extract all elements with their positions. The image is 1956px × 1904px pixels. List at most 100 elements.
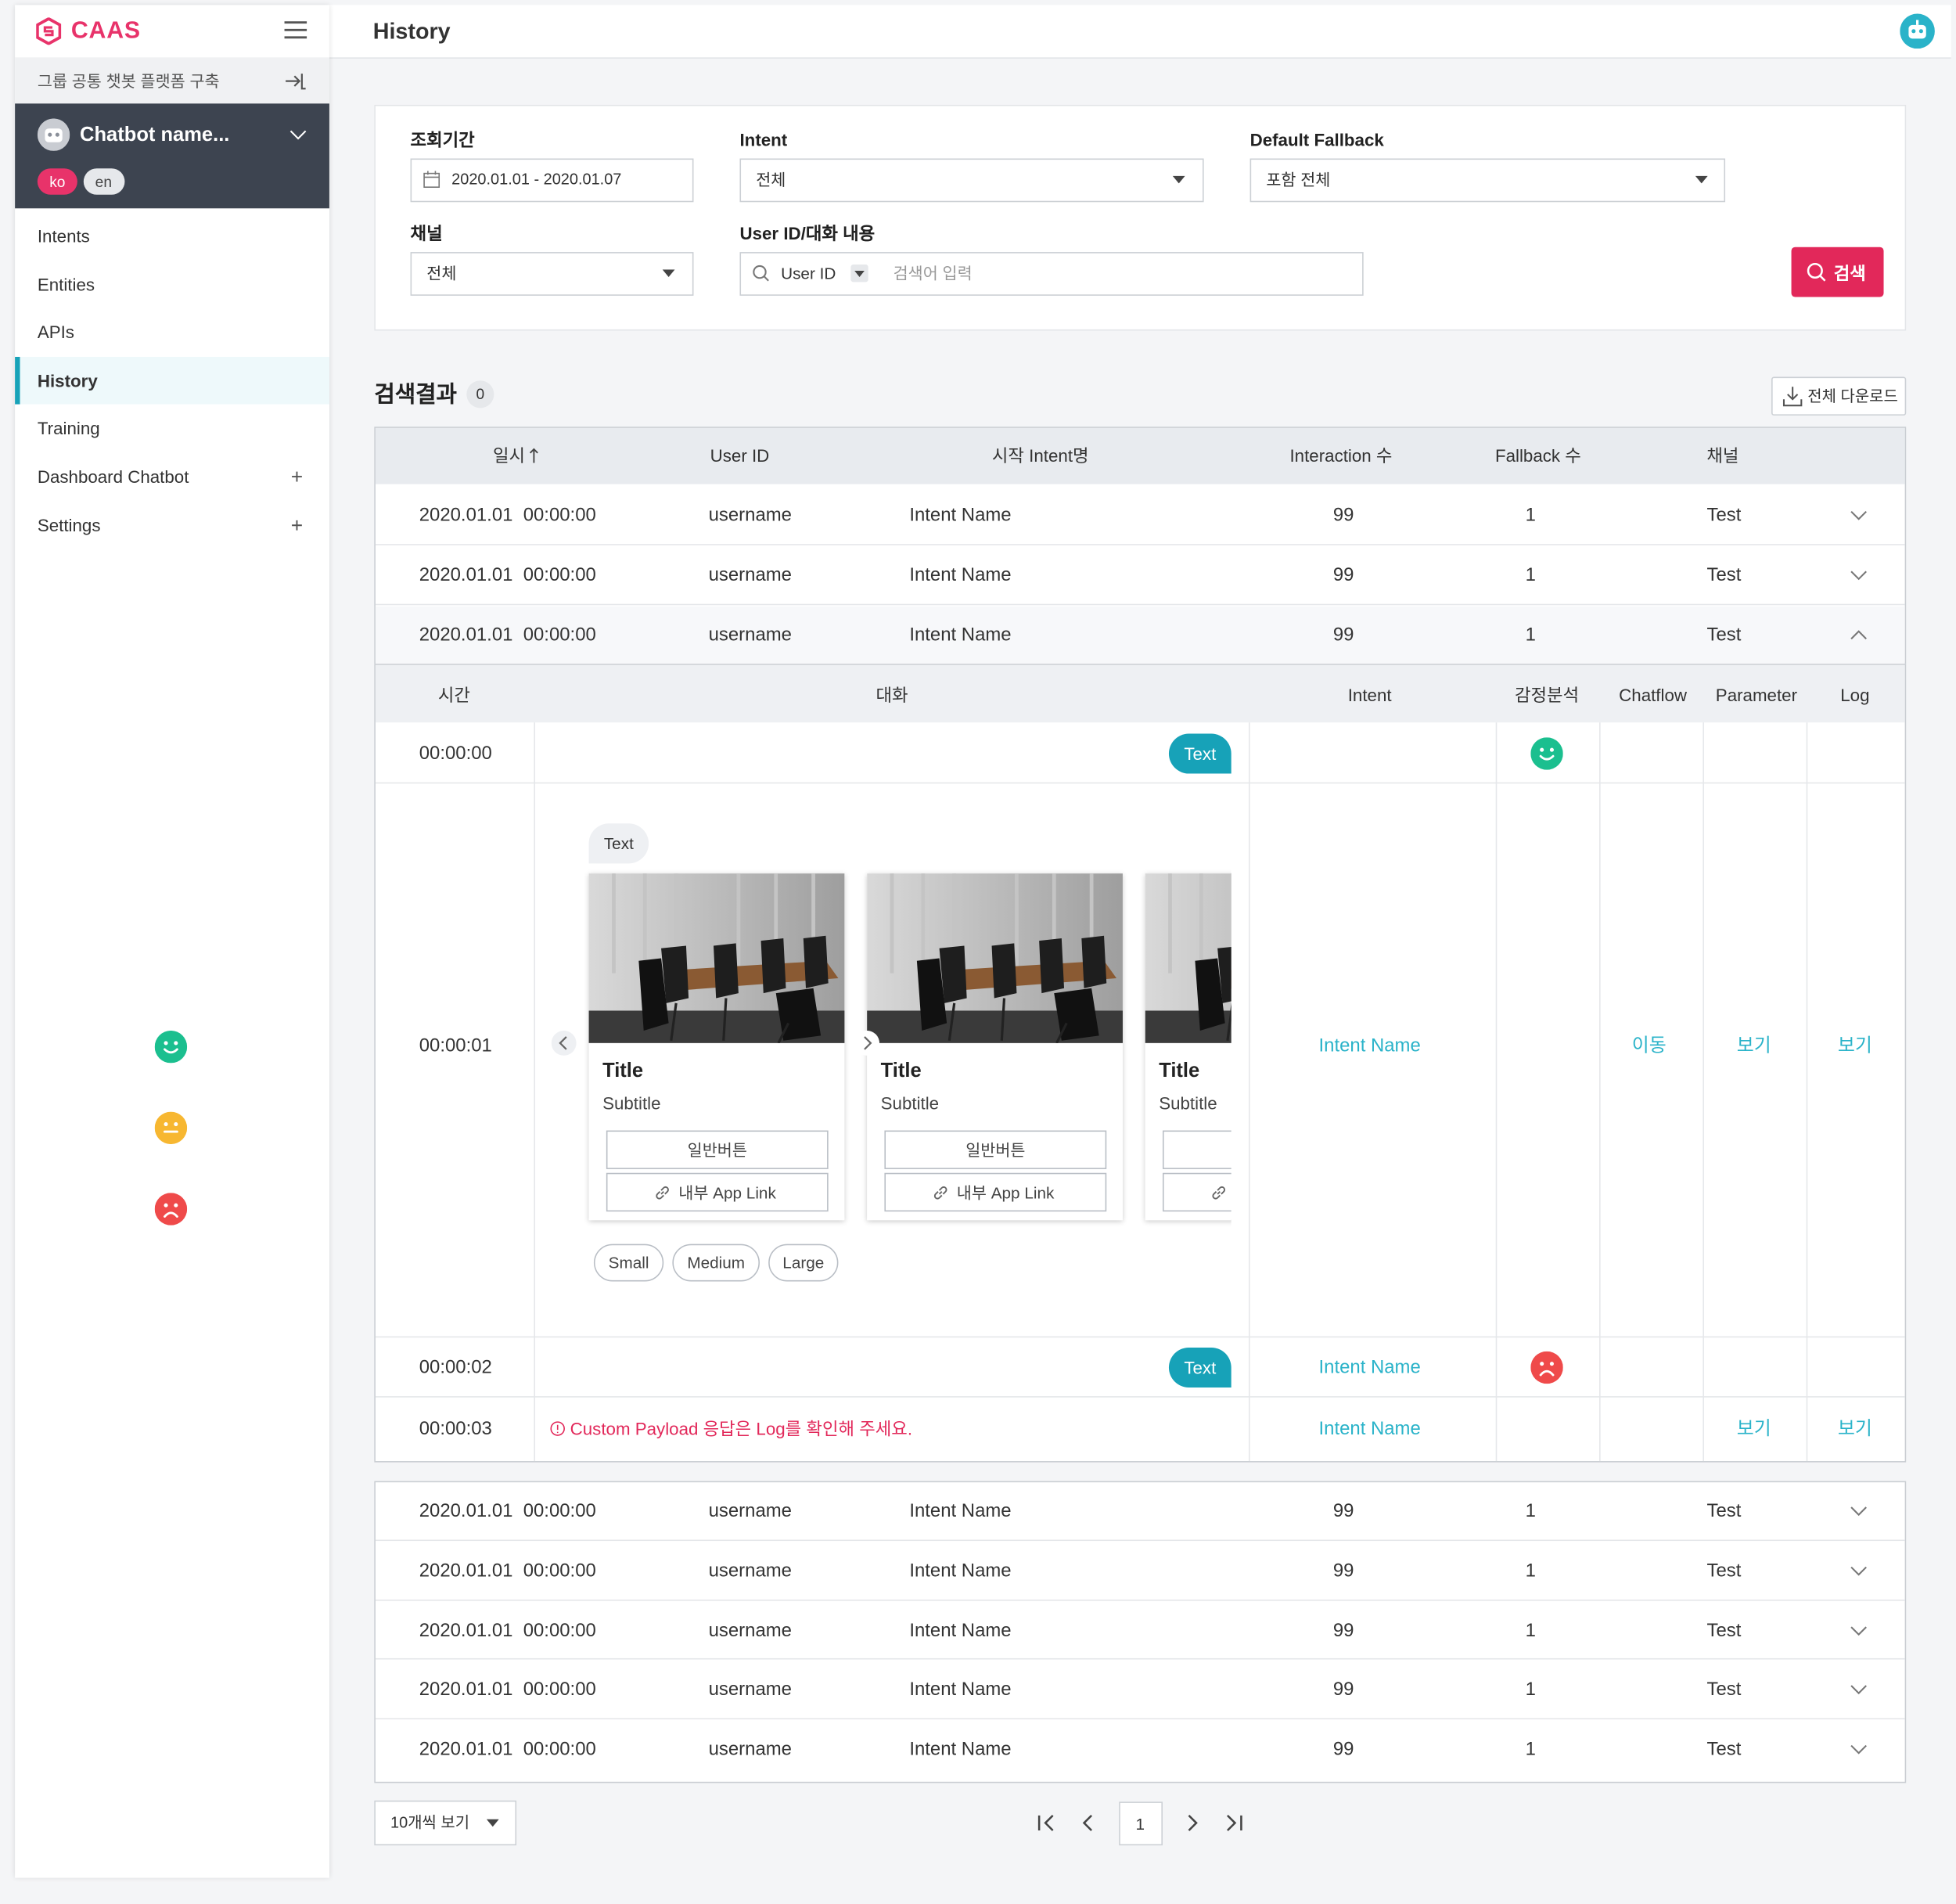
quick-reply-label[interactable]: Small [608, 1253, 649, 1272]
search-button-label[interactable]: 검색 [1833, 263, 1866, 283]
quick-reply[interactable] [768, 1244, 839, 1282]
card-button[interactable] [606, 1172, 829, 1212]
sidebar [15, 5, 329, 1878]
row-divider [375, 1539, 1905, 1542]
link[interactable]: Intent Name [1318, 1418, 1421, 1440]
language-label[interactable]: en [95, 173, 112, 191]
menu-item[interactable]: APIs [37, 322, 74, 343]
menu-item[interactable]: History [37, 370, 98, 391]
link-icon [1210, 1184, 1228, 1201]
menu-expand[interactable] [290, 470, 303, 483]
chevron-down[interactable] [1850, 1566, 1867, 1576]
sort-icon[interactable] [529, 448, 539, 463]
card-button[interactable] [1162, 1130, 1231, 1169]
chevron-down[interactable] [1850, 1506, 1867, 1517]
menu-item[interactable]: Settings [37, 514, 101, 535]
chevron-down[interactable] [1850, 1744, 1867, 1755]
current-page[interactable]: 1 [1135, 1815, 1145, 1834]
carousel-next[interactable] [854, 1030, 880, 1056]
chevron-up[interactable] [1850, 630, 1867, 640]
filter-label: 채널 [410, 223, 443, 243]
card-button-label[interactable]: 내부 App Link [956, 1182, 1055, 1202]
link[interactable]: Intent Name [1318, 1356, 1421, 1379]
card-button[interactable] [606, 1130, 829, 1169]
collapse-icon[interactable] [285, 71, 307, 92]
intent-select[interactable] [739, 158, 1204, 203]
chevron-down[interactable] [1850, 570, 1867, 581]
chatbot-name: Chatbot name... [80, 124, 230, 146]
column-header: Interaction 수 [1289, 445, 1393, 466]
carousel-prev[interactable] [551, 1030, 577, 1056]
card-button-label[interactable]: 일반버튼 [965, 1140, 1026, 1160]
channel-select[interactable] [410, 252, 694, 296]
menu-item[interactable]: Intents [37, 225, 90, 247]
date-range-input[interactable] [410, 158, 694, 203]
prev-page[interactable] [1080, 1814, 1095, 1831]
fallback-select[interactable] [1249, 158, 1726, 203]
next-page[interactable] [1185, 1814, 1200, 1831]
cell-datetime: 2020.01.01 00:00:00 [419, 1738, 596, 1760]
chevron-down-svg [1850, 1506, 1867, 1517]
link-icon [653, 1184, 671, 1201]
menu-item[interactable]: Dashboard Chatbot [37, 466, 189, 487]
cell-datetime: 2020.01.01 00:00:00 [419, 504, 596, 527]
quick-reply-label[interactable]: Large [782, 1253, 825, 1272]
table-bottom [374, 1481, 1907, 1783]
cell-datetime: 2020.01.01 00:00:00 [419, 1560, 596, 1582]
menu-expand[interactable] [290, 519, 303, 531]
link[interactable]: 보기 [1736, 1035, 1771, 1056]
menu-item[interactable]: Entities [37, 274, 95, 294]
caret-svg [1172, 175, 1185, 184]
first-page[interactable] [1037, 1814, 1055, 1831]
brand: CAAS [70, 18, 141, 45]
chevron-down[interactable] [1850, 1626, 1867, 1636]
download-icon-svg [1782, 387, 1803, 407]
quick-reply-label[interactable]: Medium [687, 1253, 746, 1272]
download-button[interactable] [1771, 376, 1907, 416]
menu-item[interactable]: Training [37, 418, 100, 439]
bot-bubble [588, 823, 649, 864]
row-divider [375, 1718, 1905, 1720]
sentiment-positive [154, 1030, 188, 1064]
link[interactable]: 보기 [1837, 1035, 1872, 1056]
cell-user: username [708, 624, 792, 646]
card-image-svg [867, 873, 1123, 1043]
chevron-down[interactable] [1850, 1684, 1867, 1695]
quick-reply[interactable] [593, 1244, 664, 1282]
cell-datetime: 2020.01.01 00:00:00 [419, 1679, 596, 1701]
language-label[interactable]: ko [49, 173, 66, 191]
cell-interactions: 99 [1332, 1679, 1354, 1701]
user-bubble [1168, 1347, 1231, 1388]
search-button[interactable] [1791, 247, 1884, 297]
chevron-down[interactable] [289, 130, 307, 140]
cell-intent: Intent Name [909, 564, 1012, 586]
carousel-prev-svg [551, 1030, 577, 1056]
search-placeholder: 검색어 입력 [893, 264, 973, 283]
card-button-label[interactable]: 일반버튼 [687, 1140, 747, 1160]
link[interactable]: 이동 [1631, 1035, 1667, 1056]
page-size-label[interactable]: 10개씩 보기 [390, 1813, 470, 1832]
detail-time: 00:00:02 [419, 1356, 492, 1379]
link[interactable]: Intent Name [1318, 1035, 1421, 1056]
cell-interactions: 99 [1332, 1500, 1354, 1522]
bot-icon[interactable] [1900, 13, 1935, 49]
card-title: Title [880, 1060, 922, 1082]
card-button-label[interactable]: 내부 App Link [678, 1182, 776, 1202]
chevron-down[interactable] [1850, 510, 1867, 520]
card-button[interactable] [884, 1172, 1107, 1212]
user-bubble-text: Text [1184, 1357, 1217, 1378]
results-title: 검색결과 [374, 381, 457, 407]
language-pill[interactable] [83, 168, 125, 195]
last-page[interactable] [1225, 1814, 1242, 1831]
current-page-box[interactable] [1119, 1801, 1163, 1846]
language-pill[interactable] [37, 168, 77, 195]
card: Title Subtitle 일반버튼 내부 App Link [867, 873, 1123, 1221]
column-header: 시작 Intent명 [991, 445, 1089, 466]
link[interactable]: 보기 [1837, 1418, 1872, 1440]
menu-toggle[interactable] [284, 20, 307, 41]
search-input[interactable] [739, 252, 1364, 296]
card-button[interactable] [884, 1130, 1107, 1169]
link[interactable]: 보기 [1736, 1418, 1771, 1440]
download-label[interactable]: 전체 다운로드 [1807, 387, 1898, 405]
quick-reply[interactable] [672, 1244, 760, 1282]
